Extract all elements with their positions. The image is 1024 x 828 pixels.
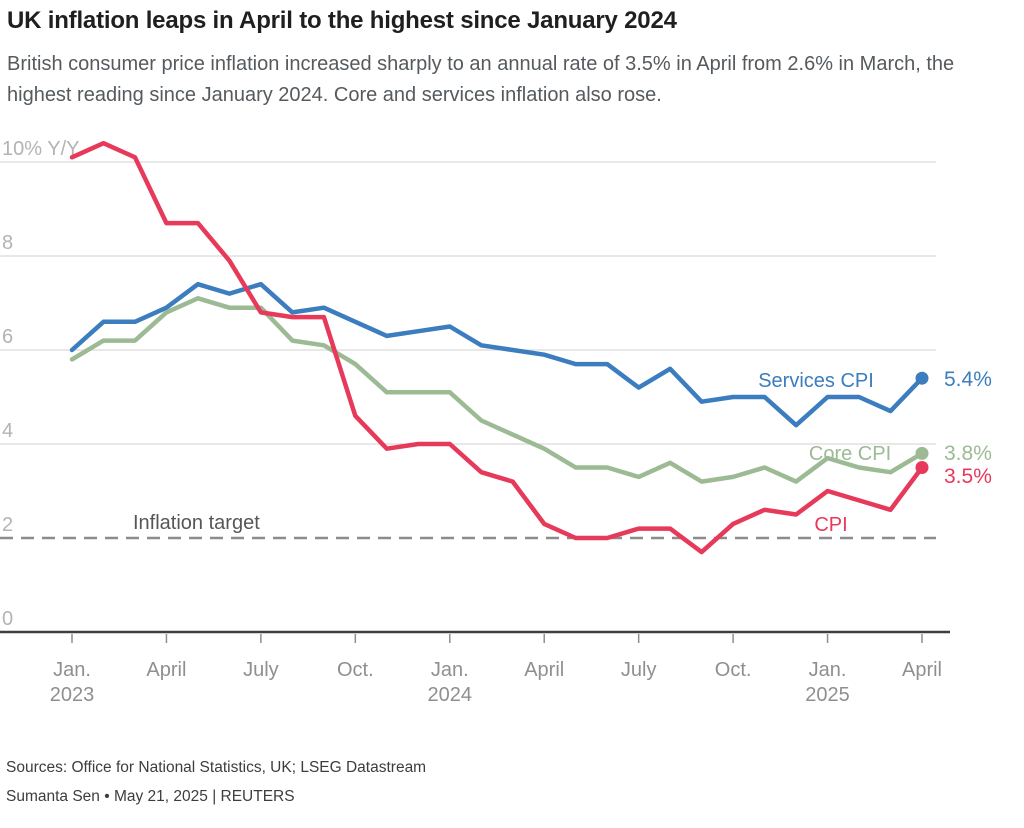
series-endpoint-cpi [915,461,929,474]
chart-byline: Sumanta Sen • May 21, 2025 | REUTERS [6,788,295,805]
series-value-cpi: 3.5% [944,465,992,488]
y-axis-label-8: 8 [2,232,13,254]
inflation-target-label: Inflation target [133,512,260,534]
x-tick-label: Jan. [53,659,91,681]
y-axis-label-0: 0 [2,608,13,630]
chart-sources: Sources: Office for National Statistics,… [6,759,427,776]
x-tick-label: Oct. [337,659,374,681]
chart-subtitle: British consumer price inflation increas… [7,53,955,106]
inflation-line-chart: 0 2 4 6 8 10% Y/Y Inflation target Services CPI… [0,138,992,706]
series-line-cpi [69,140,925,555]
y-axis-label-2: 2 [2,514,13,536]
series-endpoint-services-cpi [915,371,929,385]
series-value-services-cpi: 5.4% [944,368,992,391]
x-tick-label: Jan. [809,659,847,681]
y-axis-label-6: 6 [2,326,13,348]
chart-title: UK inflation leaps in April to the highe… [7,7,677,34]
x-tick-label: April [902,659,942,681]
x-tick-year-label: 2023 [50,684,95,706]
y-axis-label-10: 10% Y/Y [2,138,79,160]
chart-header: UK inflation leaps in April to the highe… [7,6,1020,111]
series-label-services-cpi: Services CPI [758,370,874,392]
chart-footer: Sources: Office for National Statistics,… [6,753,426,811]
x-tick-year-label: 2025 [805,684,850,706]
y-axis-label-4: 4 [2,420,13,442]
x-tick-label: Oct. [715,659,752,681]
series-label-cpi: CPI [814,514,847,536]
series-endpoint-core-cpi [915,446,929,460]
series-line-services-cpi [69,281,925,428]
x-tick-year-label: 2024 [428,684,473,706]
x-tick-label: July [243,659,279,681]
x-tick-label: April [146,659,186,681]
x-tick-label: Jan. [431,659,469,681]
series-value-core-cpi: 3.8% [944,442,992,465]
x-tick-label: April [524,659,564,681]
series-line-core-cpi [69,296,925,484]
series-label-core-cpi: Core CPI [809,443,891,465]
x-tick-label: July [621,659,657,681]
